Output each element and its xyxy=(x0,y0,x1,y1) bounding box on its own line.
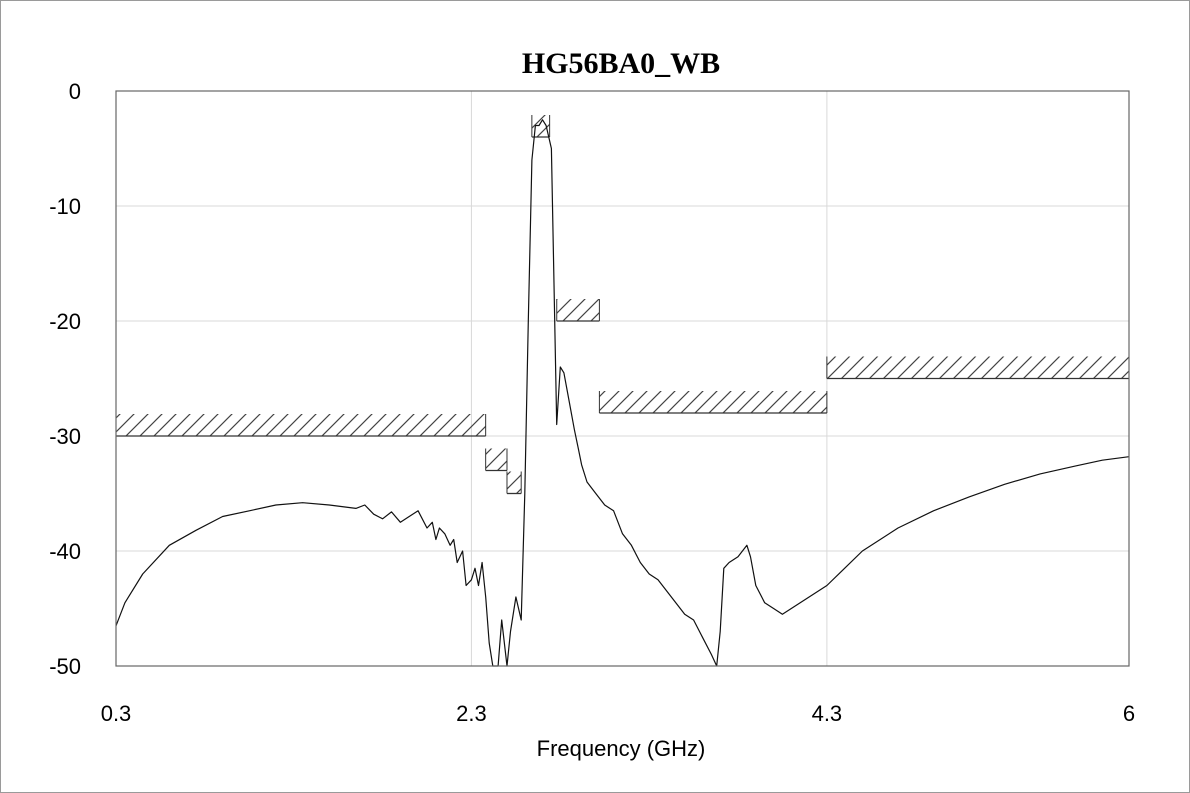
y-tick-label: -20 xyxy=(49,309,81,334)
y-axis-ticks: 0 -10 -20 -30 -40 -50 xyxy=(49,79,81,679)
mask-hatch-1 xyxy=(485,448,507,471)
y-tick-label: -10 xyxy=(49,194,81,219)
spec-masks xyxy=(115,115,1130,495)
x-axis-ticks: 0.3 2.3 4.3 6 xyxy=(101,701,1135,726)
mask-hatch-6 xyxy=(826,356,1129,379)
mask-hatch-3 xyxy=(531,115,550,137)
y-tick-label: -30 xyxy=(49,424,81,449)
mask-hatch-0 xyxy=(116,414,486,436)
plot-area xyxy=(115,90,1130,667)
chart-title: HG56BA0_WB xyxy=(522,47,720,80)
y-tick-label: 0 xyxy=(69,79,81,104)
x-tick-label: 0.3 xyxy=(101,701,132,726)
y-tick-label: -50 xyxy=(49,654,81,679)
x-tick-label: 4.3 xyxy=(812,701,843,726)
mask-hatch-2 xyxy=(506,471,522,494)
x-tick-label: 6 xyxy=(1123,701,1135,726)
mask-hatch-5 xyxy=(599,391,827,413)
x-axis-label: Frequency (GHz) xyxy=(537,736,706,761)
mask-hatch-4 xyxy=(556,299,600,321)
series-lines xyxy=(115,119,1130,667)
series-line-0 xyxy=(115,119,1130,667)
x-tick-label: 2.3 xyxy=(456,701,487,726)
y-tick-label: -40 xyxy=(49,539,81,564)
